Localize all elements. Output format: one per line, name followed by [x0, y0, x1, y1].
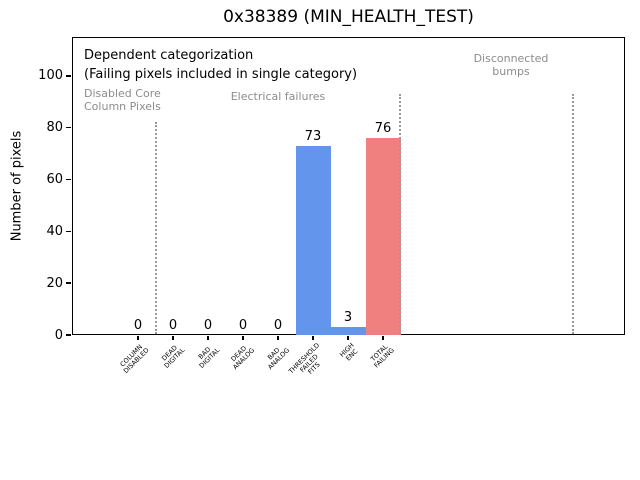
x-tick [382, 336, 384, 340]
x-tick-label: THRESHOLD FAILED FITS [286, 341, 322, 376]
x-tick [312, 336, 314, 340]
plot-area [72, 37, 625, 335]
x-tick [172, 336, 174, 340]
section-divider-line [399, 94, 401, 334]
y-tick [66, 282, 71, 284]
section-divider-line [154, 122, 157, 334]
x-tick-label: HIGH ENC [338, 341, 360, 363]
annotation-section-disconnected-bumps: Disconnected bumps [473, 52, 549, 78]
bar-value-label: 73 [304, 128, 322, 144]
y-tick-label: 60 [46, 172, 63, 188]
x-tick-label: DEAD ANALOG [229, 344, 256, 372]
x-tick-label: BAD ANALOG [265, 346, 291, 372]
annotation-section-disabled-core: Disabled Core Column Pixels [84, 87, 161, 113]
bar-value-label: 0 [133, 318, 143, 333]
bar [330, 327, 366, 335]
bar-value-label: 0 [168, 318, 178, 333]
x-tick [277, 336, 279, 340]
y-tick-label: 40 [46, 223, 63, 239]
bar-value-label: 76 [374, 121, 392, 137]
y-tick [66, 75, 71, 77]
y-tick [66, 126, 71, 129]
x-tick-label: BAD DIGITAL [196, 345, 221, 370]
bar-value-label: 0 [203, 318, 213, 333]
y-tick [66, 178, 71, 181]
bar-value-label: 3 [343, 310, 353, 326]
x-tick-label: TOTAL FAILING [369, 342, 396, 370]
chart-title: 0x38389 (MIN_HEALTH_TEST) [223, 7, 474, 27]
bar [295, 145, 331, 335]
y-tick [66, 334, 71, 336]
x-tick [207, 336, 209, 340]
y-tick-label: 80 [46, 120, 63, 136]
annotation-dependent-categorization: Dependent categorization [84, 48, 254, 63]
y-tick-label: 20 [46, 275, 63, 291]
x-tick [347, 336, 349, 340]
x-tick-label: COLUMN DISABLED [118, 342, 151, 376]
x-tick [242, 336, 244, 340]
y-tick-label: 100 [38, 68, 63, 84]
annotation-failing-pixels-note: (Failing pixels included in single categ… [84, 67, 358, 82]
bar [365, 138, 401, 335]
bar-value-label: 0 [273, 318, 283, 333]
y-tick [66, 230, 71, 233]
bar-value-label: 0 [238, 318, 248, 333]
annotation-section-electrical-failures: Electrical failures [230, 90, 326, 103]
section-divider-line [572, 94, 574, 334]
y-tick-label: 0 [54, 327, 63, 343]
x-tick-label: DEAD DIGITAL [159, 343, 186, 370]
x-tick [137, 336, 139, 340]
